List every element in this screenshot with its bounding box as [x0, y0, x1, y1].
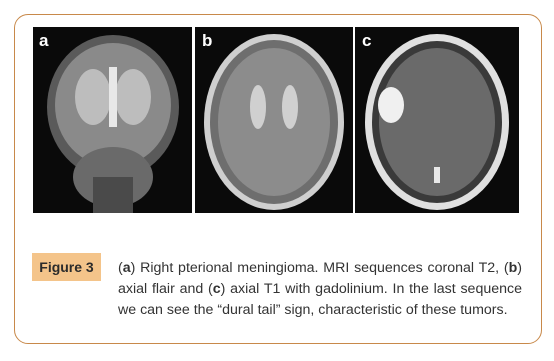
figure-label: Figure 3 — [32, 253, 101, 281]
panel-b — [195, 27, 353, 213]
figure-frame — [14, 14, 542, 344]
panel-label: a — [39, 31, 49, 50]
panel-label: c — [362, 31, 371, 50]
caption-text: ( — [118, 260, 123, 276]
figure-caption: (a) Right pterional meningioma. MRI sequ… — [118, 258, 522, 321]
caption-panel-ref: a — [122, 260, 131, 276]
caption-panel-ref: c — [212, 281, 221, 297]
caption-text: ) axial flair and ( — [118, 260, 522, 297]
caption-text: ) Right pterional meningioma. MRI sequen… — [130, 260, 509, 276]
panel-c — [355, 27, 519, 213]
panel-a — [33, 27, 192, 213]
caption-panel-ref: b — [508, 260, 518, 276]
caption-text: ) axial T1 with gadolinium. In the last … — [118, 281, 522, 318]
figure-images: a b c — [33, 27, 519, 213]
panel-label: b — [202, 31, 212, 50]
